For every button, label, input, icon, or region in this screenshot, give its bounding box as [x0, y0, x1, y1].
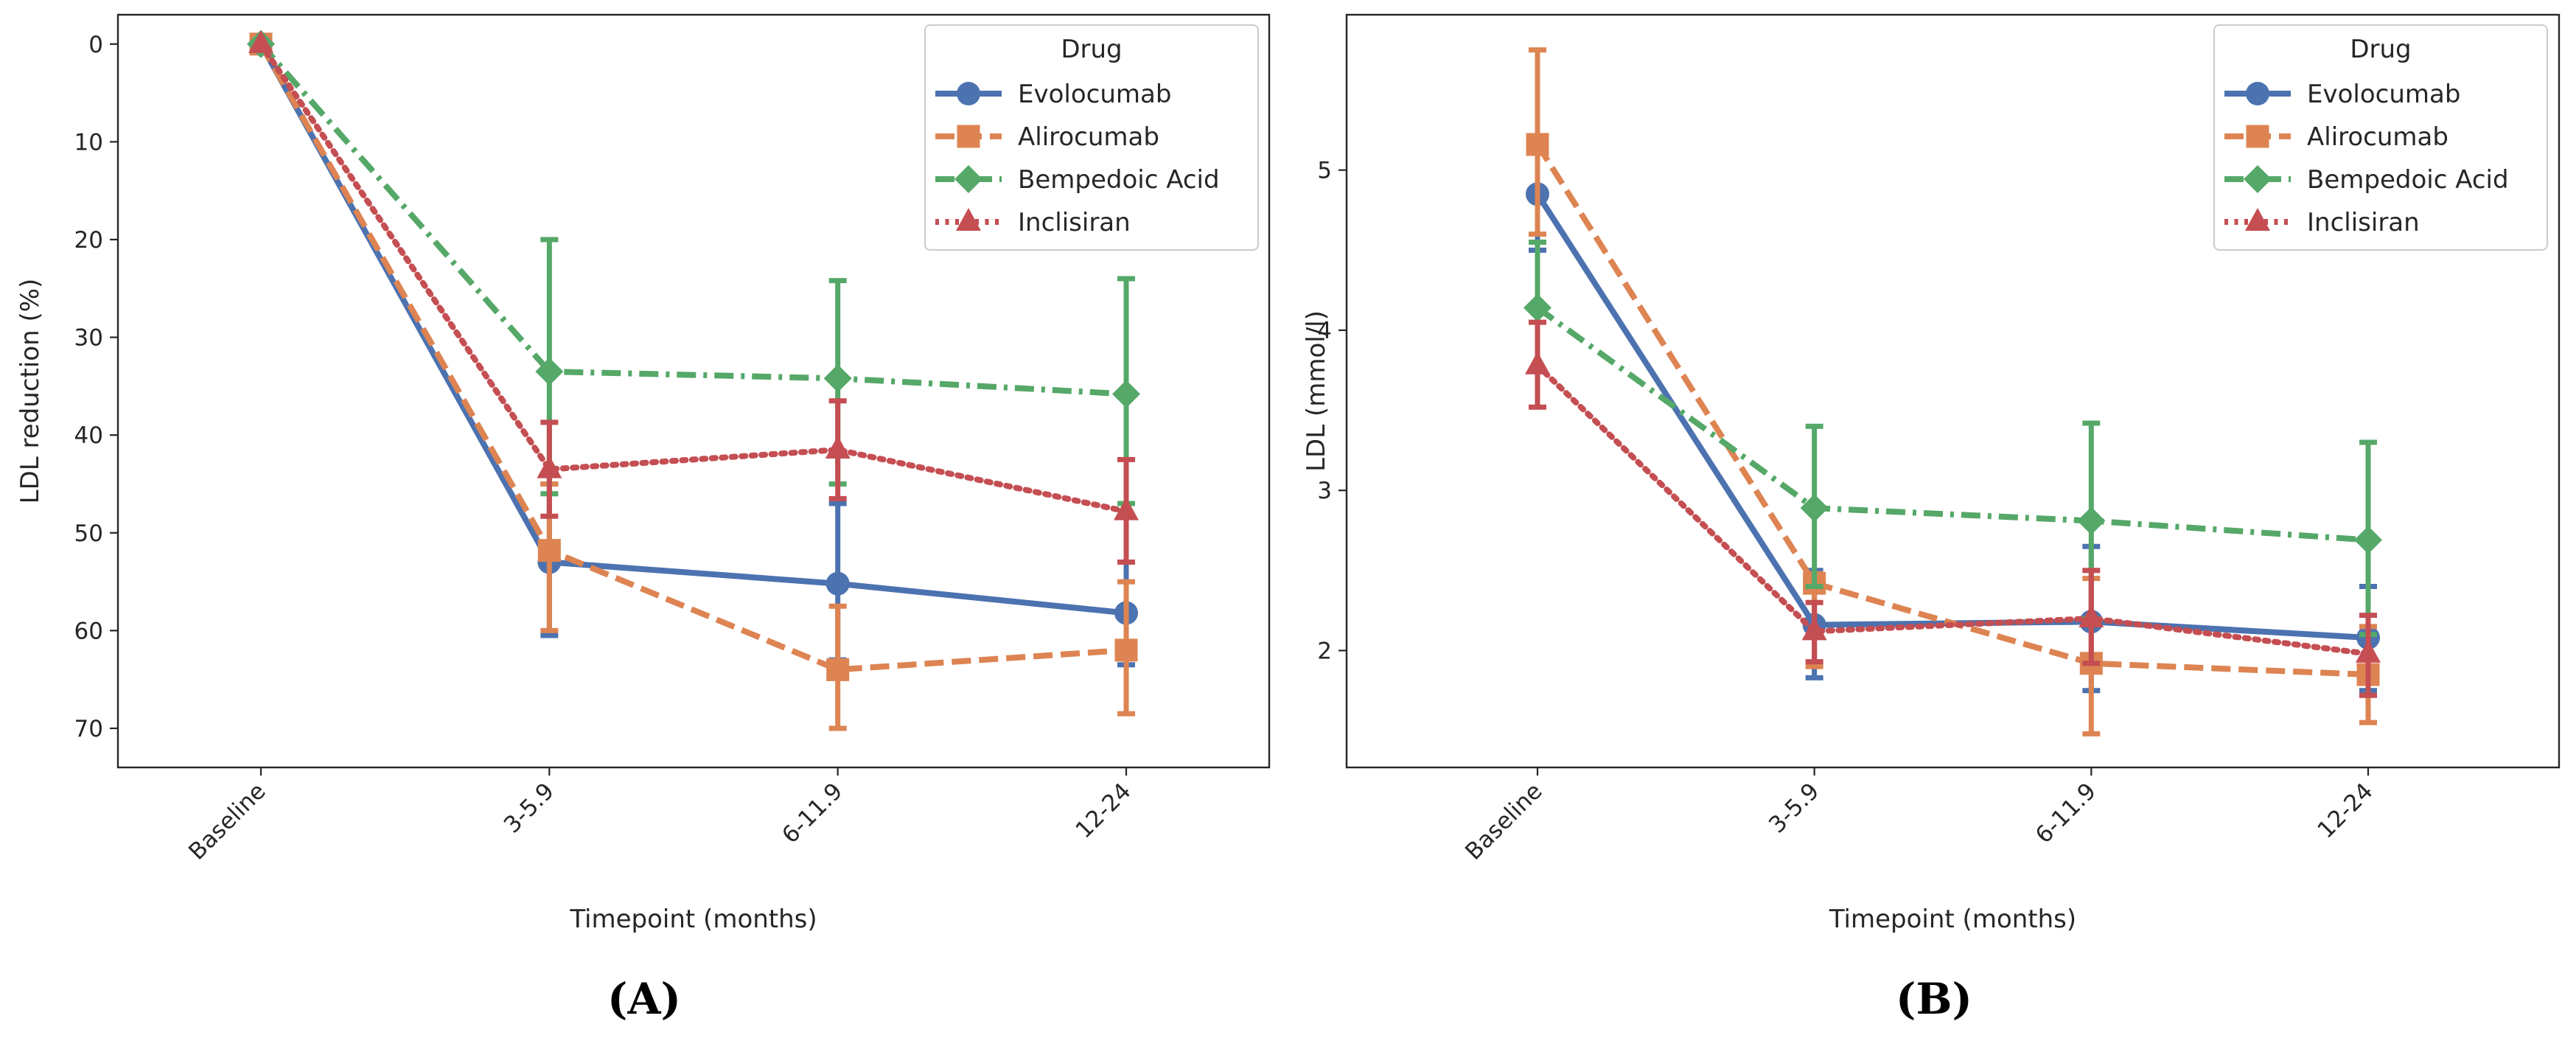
data-point [1526, 133, 1549, 156]
data-point [2354, 526, 2382, 554]
legend: Drug Evolocumab Alirocumab Bempedoic Acid In… [924, 24, 1259, 251]
y-tick-label: 40 [74, 422, 103, 449]
plot-frame [1345, 13, 2561, 769]
x-axis-label: Timepoint (months) [1829, 905, 2076, 934]
y-tick-label: 0 [88, 32, 103, 58]
legend-entry: Alirocumab [2307, 122, 2448, 152]
y-tick-label: 5 [1317, 158, 1332, 184]
legend-entry: Evolocumab [2307, 80, 2460, 109]
legend-entry: Inclisiran [2307, 208, 2420, 237]
x-tick-label: 6-11.9 [2031, 778, 2101, 849]
legend-marker [957, 82, 980, 105]
series-bempedoic-acid [247, 29, 1140, 506]
legend-marker [2246, 125, 2269, 148]
x-tick-label: Baseline [1460, 778, 1547, 865]
x-tick-label: 3-5.9 [499, 778, 559, 838]
series-line [258, 42, 1127, 616]
panel-label: (A) [607, 974, 681, 1024]
data-point [825, 571, 850, 596]
legend-marker [956, 208, 981, 231]
y-tick-label: 4 [1317, 318, 1332, 344]
series-inclisiran [248, 29, 1139, 565]
data-point [537, 455, 562, 478]
chart-panel-a: 0 10 20 30 40 50 60 70 Baseline 3-5.9 6-11.9 12-24 T… [15, 13, 1271, 1024]
series-line [1535, 305, 2369, 543]
data-point [1523, 293, 1551, 322]
data-point [1801, 617, 1827, 641]
plot-frame [116, 13, 1271, 769]
data-point [535, 357, 564, 386]
legend-entry: Evolocumab [1018, 80, 1171, 109]
data-point [2077, 506, 2106, 535]
series-inclisiran [1525, 319, 2381, 698]
legend-marker [2245, 208, 2270, 231]
data-point [823, 364, 852, 393]
panel-label: (B) [1896, 974, 1972, 1024]
series-line [258, 42, 1127, 673]
legend-entry: Inclisiran [1018, 208, 1131, 237]
legend-marker [2246, 82, 2269, 105]
legend-marker [954, 165, 982, 193]
y-axis-label: LDL reduction (%) [15, 279, 45, 504]
data-point [537, 539, 561, 562]
data-point [825, 436, 851, 459]
x-tick-label: 12-24 [2312, 778, 2378, 843]
legend-entry: Bempedoic Acid [1018, 165, 1220, 195]
data-point [1525, 351, 1550, 375]
legend-entry: Alirocumab [1018, 122, 1159, 152]
y-tick-label: 60 [74, 618, 103, 644]
legend: Drug Evolocumab Alirocumab Bempedoic Acid In… [2213, 24, 2548, 251]
x-tick-label: 3-5.9 [1764, 778, 1824, 838]
series-line [1535, 192, 2369, 641]
data-point [248, 29, 273, 53]
legend-box [924, 24, 1259, 251]
y-tick-label: 30 [74, 325, 103, 352]
x-tick-label: 12-24 [1070, 778, 1136, 843]
legend-title: Drug [1061, 35, 1122, 64]
y-axis-label: LDL (mmol/l) [1302, 310, 1331, 472]
y-tick-label: 50 [74, 520, 103, 547]
series-line [258, 41, 1129, 515]
data-point [1114, 638, 1138, 662]
data-point [826, 658, 850, 681]
legend-title: Drug [2350, 35, 2411, 64]
y-tick-label: 2 [1317, 638, 1332, 664]
y-tick-label: 70 [74, 716, 103, 742]
x-tick-label: 6-11.9 [777, 778, 848, 849]
chart-panel-b: 2 3 4 5 Baseline 3-5.9 6-11.9 12-24 Timepoint (m… [1302, 13, 2561, 1024]
series-bempedoic-acid [1523, 239, 2382, 638]
x-axis-label: Timepoint (months) [569, 905, 817, 934]
legend-marker [2244, 165, 2272, 193]
data-point [2356, 639, 2381, 663]
x-tick-label: Baseline [184, 778, 270, 865]
data-point [1112, 380, 1140, 408]
data-point [2078, 604, 2104, 627]
y-tick-label: 3 [1317, 478, 1332, 504]
legend-marker [957, 125, 980, 148]
series-line [1535, 362, 2371, 657]
series-line [258, 42, 1127, 397]
y-tick-label: 20 [74, 227, 103, 254]
legend-box [2213, 24, 2548, 251]
legend-entry: Bempedoic Acid [2307, 165, 2509, 195]
y-tick-label: 10 [74, 129, 103, 156]
data-point [1800, 494, 1829, 523]
data-point [1114, 497, 1139, 520]
